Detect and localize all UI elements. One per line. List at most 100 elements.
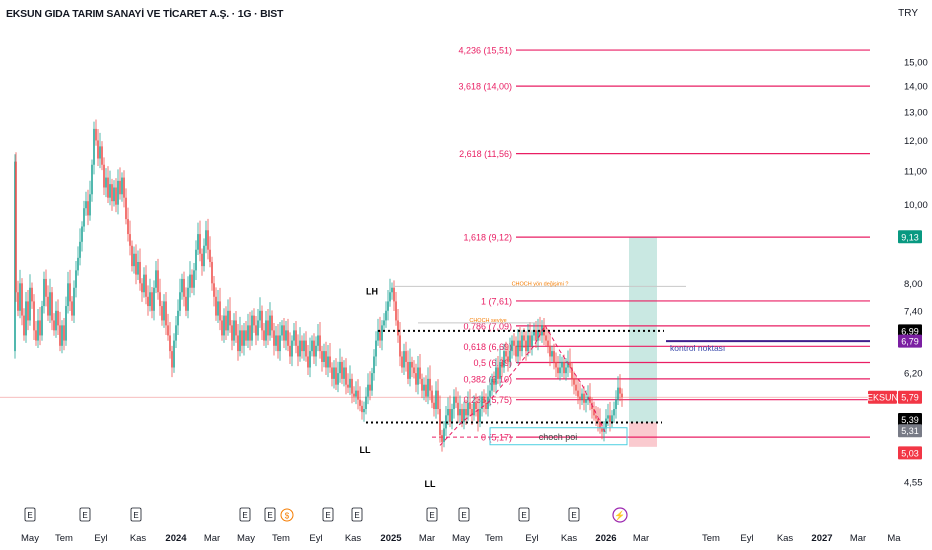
position-zones: [0, 236, 870, 447]
candle-body: [563, 361, 565, 374]
candle-body: [359, 399, 361, 406]
price-badge: [898, 424, 922, 438]
candle-body: [99, 146, 101, 159]
candle-body: [569, 361, 571, 368]
candle-body: [69, 283, 71, 302]
x-tick-label: Kas: [345, 533, 362, 544]
candle-body: [173, 340, 175, 368]
candle-body: [305, 340, 307, 357]
candle-body: [177, 310, 179, 326]
candle-body: [239, 330, 241, 352]
candle-body: [355, 390, 357, 397]
candle-body: [529, 335, 531, 346]
candle-body: [399, 335, 401, 357]
candle-body: [61, 325, 63, 346]
candle-body: [309, 351, 311, 368]
candle-body: [235, 320, 237, 336]
x-tick-label: Eyl: [94, 533, 107, 544]
candle-body: [135, 253, 137, 275]
candle-body: [437, 390, 439, 409]
candle-body: [113, 187, 115, 202]
x-tick-label: 2026: [595, 533, 616, 544]
y-tick-label: 7,40: [904, 306, 923, 317]
candle-body: [129, 234, 131, 246]
candle-body: [611, 415, 613, 422]
candle-body: [371, 373, 373, 391]
candle-body: [217, 301, 219, 316]
candle-body: [477, 408, 479, 422]
candle-body: [537, 330, 539, 341]
candle-body: [415, 373, 417, 385]
candle-body: [285, 330, 287, 341]
candle-body: [463, 408, 465, 422]
candle-body: [215, 296, 217, 316]
x-tick-label: Eyl: [525, 533, 538, 544]
candle-body: [201, 253, 203, 267]
candle-body: [149, 292, 151, 307]
candle-body: [245, 330, 247, 341]
candle-body: [365, 396, 367, 409]
candle-body: [597, 418, 599, 422]
x-tick-label: May: [237, 533, 255, 544]
candle-body: [277, 335, 279, 352]
earnings-icon: [79, 507, 91, 522]
candle-body: [93, 128, 95, 165]
candle-body: [139, 261, 141, 284]
wave-path: [439, 324, 606, 446]
candle-body: [291, 340, 293, 357]
candle-body: [197, 234, 199, 250]
candle-body: [421, 378, 423, 391]
candle-body: [63, 325, 65, 341]
price-badge-label: EKSUN: [867, 393, 898, 403]
candle-body: [295, 330, 297, 346]
candle-body: [209, 249, 211, 262]
candle-body: [137, 261, 139, 275]
candle-body: [397, 320, 399, 336]
candle-body: [345, 367, 347, 385]
candle-body: [475, 402, 477, 409]
candle-body: [343, 367, 345, 379]
y-tick-label: 12,00: [904, 136, 928, 147]
chart-title: EKSUN GIDA TARIM SANAYİ VE TİCARET A.Ş. …: [6, 8, 284, 20]
candle-body: [261, 310, 263, 331]
earnings-icon-glyph: E: [267, 511, 272, 520]
y-tick-label: 6,20: [904, 369, 923, 380]
candle-body: [619, 387, 621, 394]
candle-body: [199, 234, 201, 254]
y-tick-label: 13,00: [904, 108, 928, 119]
candle-body: [15, 161, 17, 293]
candle-body: [231, 325, 233, 341]
candle-body: [87, 201, 89, 216]
candle-body: [223, 315, 225, 336]
y-tick-label: 8,00: [904, 279, 923, 290]
candle-body: [155, 270, 157, 288]
candle-body: [521, 335, 523, 352]
candle-body: [33, 301, 35, 331]
candle-body: [535, 330, 537, 341]
fib-label: 0,786 (7,09): [463, 321, 512, 331]
candle-body: [311, 340, 313, 352]
candle-body: [509, 351, 511, 362]
candle-body: [369, 384, 371, 391]
candle-body: [213, 283, 215, 297]
candle-body: [281, 325, 283, 336]
candle-body: [25, 301, 27, 336]
price-badge: [898, 446, 922, 460]
candle-body: [95, 128, 97, 141]
price-badge: [868, 390, 897, 404]
candle-body: [433, 402, 435, 409]
candle-body: [189, 274, 191, 288]
candle-body: [429, 378, 431, 391]
candle-body: [319, 335, 321, 352]
candle-body: [181, 278, 183, 293]
x-tick-label: Eyl: [309, 533, 322, 544]
candle-body: [307, 356, 309, 368]
candle-body: [409, 361, 411, 379]
x-tick-label: Tem: [272, 533, 290, 544]
dividend-icon-glyph: $: [285, 512, 290, 521]
candle-body: [73, 287, 75, 316]
candle-body: [349, 378, 351, 388]
candle-body: [499, 361, 501, 379]
currency-label[interactable]: TRY: [898, 8, 918, 19]
